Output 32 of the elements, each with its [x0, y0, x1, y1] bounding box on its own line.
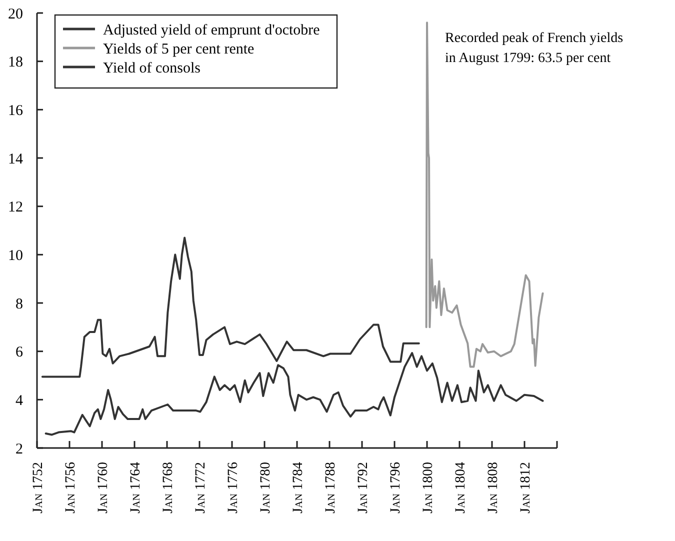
x-tick-label: Jan 1768: [161, 462, 176, 514]
y-tick-label: 14: [8, 151, 24, 168]
x-tick-label: Jan 1780: [258, 462, 274, 514]
annotation: Recorded peak of French yields in August 1799: 63.5 per cent: [445, 31, 624, 66]
x-tick-label: Jan 1752: [31, 462, 46, 514]
x-tick-label: Jan 1764: [128, 462, 144, 514]
y-tick-label: 4: [16, 392, 24, 409]
x-tick-label: Jan 1808: [486, 462, 501, 514]
x-tick-label: Jan 1812: [518, 462, 534, 514]
y-tick-label: 12: [8, 200, 23, 216]
x-tick-label: Jan 1756: [64, 462, 78, 514]
y-tick-label: 2: [16, 441, 23, 458]
x-tick-label: Jan 1792: [356, 462, 372, 514]
y-tick-label: 8: [16, 296, 23, 312]
line-series: [41, 236, 420, 378]
y-tick-label: 16: [8, 102, 24, 119]
y-tick-label: 18: [8, 54, 23, 71]
legend-label: Yields of 5 per cent rente: [103, 41, 255, 58]
legend-label: Adjusted yield of emprunt d'octobre: [103, 22, 320, 38]
legend-label: Yield of consols: [103, 60, 201, 76]
x-tick-label: Jan 1800: [421, 462, 436, 514]
x-tick-label: Jan 1796: [388, 462, 404, 514]
y-tick-label: 10: [8, 248, 23, 264]
x-tick-label: Jan 1788: [324, 462, 339, 514]
x-tick-label: Jan 1784: [291, 462, 306, 514]
y-tick-label: 6: [16, 344, 24, 361]
x-tick-label: Jan 1776: [226, 462, 242, 514]
y-tick-label: 20: [8, 6, 23, 22]
x-tick-label: Jan 1772: [194, 462, 209, 514]
x-tick-label: Jan 1804: [453, 462, 468, 514]
x-tick-label: Jan 1760: [96, 462, 112, 514]
line-series: [44, 352, 544, 436]
